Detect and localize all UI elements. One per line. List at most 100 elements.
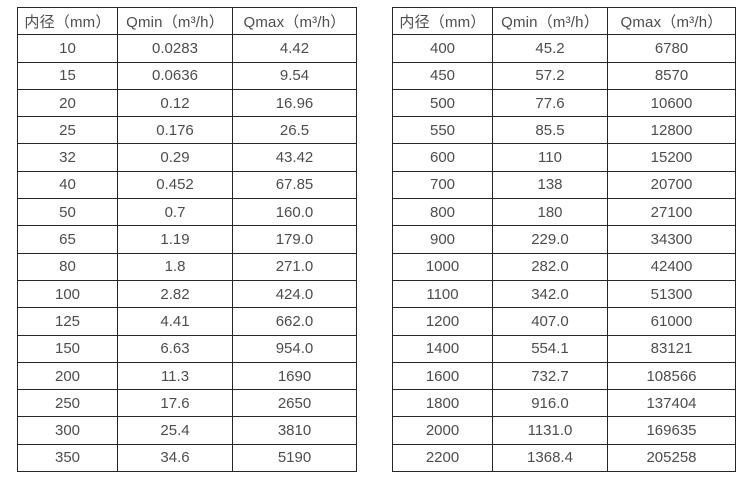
table-cell: 9.54 xyxy=(232,61,357,90)
table-row: 65 1.19 179.0 xyxy=(17,225,357,254)
table-row: 1100 342.0 51300 xyxy=(392,279,736,309)
table-cell: 1.19 xyxy=(117,225,233,254)
table-row: 400 45.2 6780 xyxy=(392,34,736,63)
table-cell: 50 xyxy=(17,198,118,227)
table-cell: 125 xyxy=(17,307,118,336)
table-row: 600 110 15200 xyxy=(392,143,736,172)
table-cell: 0.0636 xyxy=(117,61,233,90)
column-header: Qmax（m³/h） xyxy=(232,6,357,36)
table-cell: 1200 xyxy=(392,307,493,336)
table-row: 10 0.0283 4.42 xyxy=(17,34,357,63)
table-row: 32 0.29 43.42 xyxy=(17,143,357,172)
table-cell: 42400 xyxy=(607,252,736,281)
column-header: Qmin（m³/h） xyxy=(492,6,608,36)
table-cell: 900 xyxy=(392,225,493,254)
table-cell: 2000 xyxy=(392,416,493,445)
table-row: 40 0.452 67.85 xyxy=(17,170,357,200)
table-cell: 662.0 xyxy=(232,307,357,336)
table-cell: 10600 xyxy=(607,88,736,118)
column-header: Qmin（m³/h） xyxy=(117,6,233,36)
table-cell: 282.0 xyxy=(492,252,608,281)
table-cell: 700 xyxy=(392,170,493,200)
table-cell: 2200 xyxy=(392,443,493,473)
header-row: 内径（mm） Qmin（m³/h） Qmax（m³/h） xyxy=(17,6,357,36)
table-cell: 10 xyxy=(17,34,118,63)
table-cell: 1000 xyxy=(392,252,493,281)
table-cell: 0.176 xyxy=(117,116,233,145)
table-cell: 17.6 xyxy=(117,389,233,418)
table-cell: 300 xyxy=(17,416,118,445)
table-cell: 5190 xyxy=(232,443,357,473)
table-cell: 108566 xyxy=(607,361,736,391)
table-cell: 3810 xyxy=(232,416,357,445)
table-cell: 0.452 xyxy=(117,170,233,200)
table-cell: 550 xyxy=(392,116,493,145)
table-row: 500 77.6 10600 xyxy=(392,88,736,118)
table-cell: 954.0 xyxy=(232,334,357,363)
table-cell: 110 xyxy=(492,143,608,172)
table-cell: 500 xyxy=(392,88,493,118)
table-cell: 8570 xyxy=(607,61,736,90)
table-cell: 6.63 xyxy=(117,334,233,363)
table-cell: 16.96 xyxy=(232,88,357,118)
table-cell: 77.6 xyxy=(492,88,608,118)
table-cell: 27100 xyxy=(607,198,736,227)
table-cell: 1800 xyxy=(392,389,493,418)
table-cell: 15200 xyxy=(607,143,736,172)
table-cell: 20700 xyxy=(607,170,736,200)
table-cell: 0.0283 xyxy=(117,34,233,63)
table-cell: 40 xyxy=(17,170,118,200)
table-cell: 11.3 xyxy=(117,361,233,391)
table-row: 50 0.7 160.0 xyxy=(17,198,357,227)
table-cell: 424.0 xyxy=(232,279,357,309)
table-row: 2200 1368.4 205258 xyxy=(392,443,736,473)
table-cell: 45.2 xyxy=(492,34,608,63)
table-cell: 1600 xyxy=(392,361,493,391)
table-cell: 160.0 xyxy=(232,198,357,227)
table-cell: 51300 xyxy=(607,279,736,309)
table-row: 1800 916.0 137404 xyxy=(392,389,736,418)
table-cell: 916.0 xyxy=(492,389,608,418)
table-cell: 0.12 xyxy=(117,88,233,118)
table-cell: 205258 xyxy=(607,443,736,473)
table-row: 1400 554.1 83121 xyxy=(392,334,736,363)
table-cell: 179.0 xyxy=(232,225,357,254)
table-row: 1200 407.0 61000 xyxy=(392,307,736,336)
table-row: 1600 732.7 108566 xyxy=(392,361,736,391)
table-cell: 32 xyxy=(17,143,118,172)
table-cell: 61000 xyxy=(607,307,736,336)
table-cell: 554.1 xyxy=(492,334,608,363)
table-cell: 138 xyxy=(492,170,608,200)
table-cell: 0.29 xyxy=(117,143,233,172)
table-cell: 350 xyxy=(17,443,118,473)
table-cell: 600 xyxy=(392,143,493,172)
table-cell: 6780 xyxy=(607,34,736,63)
column-header: Qmax（m³/h） xyxy=(607,6,736,36)
column-header: 内径（mm） xyxy=(392,6,493,36)
table-cell: 180 xyxy=(492,198,608,227)
table-cell: 26.5 xyxy=(232,116,357,145)
table-row: 250 17.6 2650 xyxy=(17,389,357,418)
table-cell: 732.7 xyxy=(492,361,608,391)
flow-rate-table-small-diameters: 内径（mm） Qmin（m³/h） Qmax（m³/h） 10 0.0283 4.42 1… xyxy=(17,6,357,473)
table-cell: 450 xyxy=(392,61,493,90)
table-cell: 12800 xyxy=(607,116,736,145)
table-cell: 83121 xyxy=(607,334,736,363)
table-row: 900 229.0 34300 xyxy=(392,225,736,254)
table-cell: 400 xyxy=(392,34,493,63)
table-row: 1000 282.0 42400 xyxy=(392,252,736,281)
table-cell: 250 xyxy=(17,389,118,418)
table-cell: 200 xyxy=(17,361,118,391)
table-row: 200 11.3 1690 xyxy=(17,361,357,391)
table-cell: 57.2 xyxy=(492,61,608,90)
table-row: 125 4.41 662.0 xyxy=(17,307,357,336)
table-cell: 1368.4 xyxy=(492,443,608,473)
table-cell: 1400 xyxy=(392,334,493,363)
table-cell: 100 xyxy=(17,279,118,309)
table-row: 300 25.4 3810 xyxy=(17,416,357,445)
header-row: 内径（mm） Qmin（m³/h） Qmax（m³/h） xyxy=(392,6,736,36)
table-cell: 80 xyxy=(17,252,118,281)
table-cell: 65 xyxy=(17,225,118,254)
table-cell: 4.41 xyxy=(117,307,233,336)
